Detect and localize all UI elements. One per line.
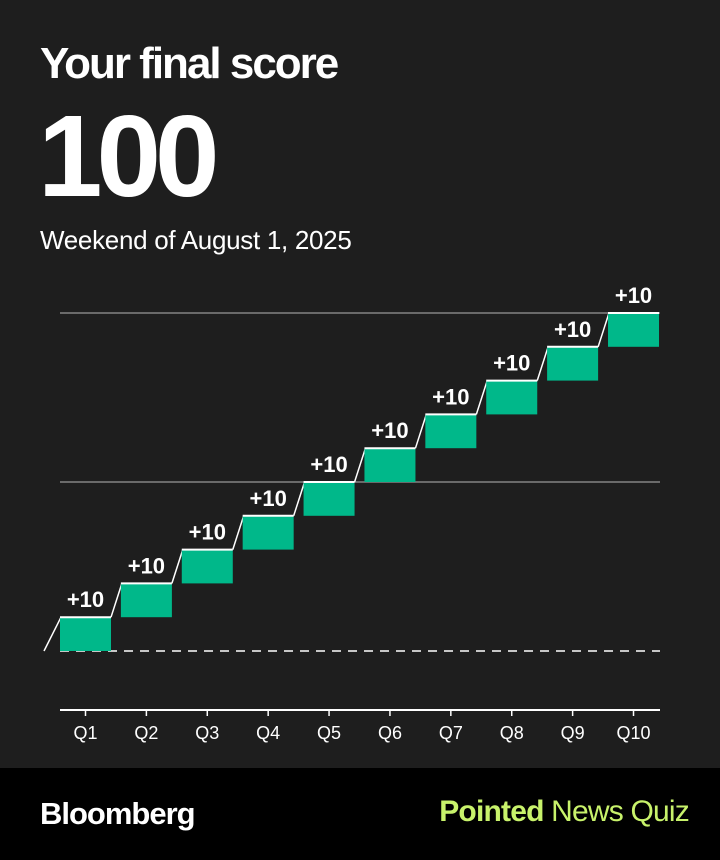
page-title: Your final score [40,39,339,88]
x-tick-label: Q5 [317,723,341,743]
step-riser [110,583,123,618]
bar-data-label: +10 [67,587,104,612]
bar-data-label: +10 [250,486,287,511]
bar [425,414,477,449]
quiz-name-rest: News Quiz [543,795,690,828]
x-tick-label: Q6 [378,723,402,743]
x-tick-label: Q4 [256,723,280,743]
step-riser [292,481,306,517]
x-tick-label: Q3 [195,723,219,743]
bar-data-label: +10 [371,418,408,443]
final-score: 100 [38,91,220,221]
bar-data-label: +10 [432,384,469,409]
bar [181,549,233,584]
x-tick-label: Q10 [616,723,650,743]
x-tick-label: Q8 [500,723,524,743]
bar-data-label: +10 [310,452,347,477]
step-riser [597,312,610,348]
bar [120,583,172,618]
bar [547,346,599,381]
step-riser [232,515,245,550]
bar-data-label: +10 [554,317,591,342]
bar [60,617,111,651]
bar-data-label: +10 [128,553,165,578]
x-tick-label: Q7 [439,723,463,743]
step-riser [171,549,184,584]
bar-data-label: +10 [493,351,530,376]
quiz-name: Pointed News Quiz [439,794,690,830]
bloomberg-logo: Bloomberg [40,796,196,831]
bar [242,515,294,550]
bar [486,380,538,415]
bar [364,448,416,482]
step-riser [536,346,549,381]
x-tick-label: Q1 [73,723,97,743]
quiz-name-strong: Pointed [439,795,544,828]
quiz-date: Weekend of August 1, 2025 [40,225,352,255]
bar-data-label: +10 [615,283,652,308]
bar [303,482,355,516]
x-tick-label: Q9 [561,723,585,743]
step-riser [353,447,367,483]
footer-bar: Bloomberg Pointed News Quiz [0,768,720,860]
score-chart: +10 Q1 +10 Q2 +10 Q3 +10 Q4 +10 Q5 +10 Q6 +10 Q7 +10 Q8… [43,283,660,743]
step-riser [414,414,428,449]
x-tick-label: Q2 [134,723,158,743]
step-riser [43,616,62,652]
step-riser [475,380,488,415]
bar-data-label: +10 [189,520,226,545]
bar [608,313,660,347]
